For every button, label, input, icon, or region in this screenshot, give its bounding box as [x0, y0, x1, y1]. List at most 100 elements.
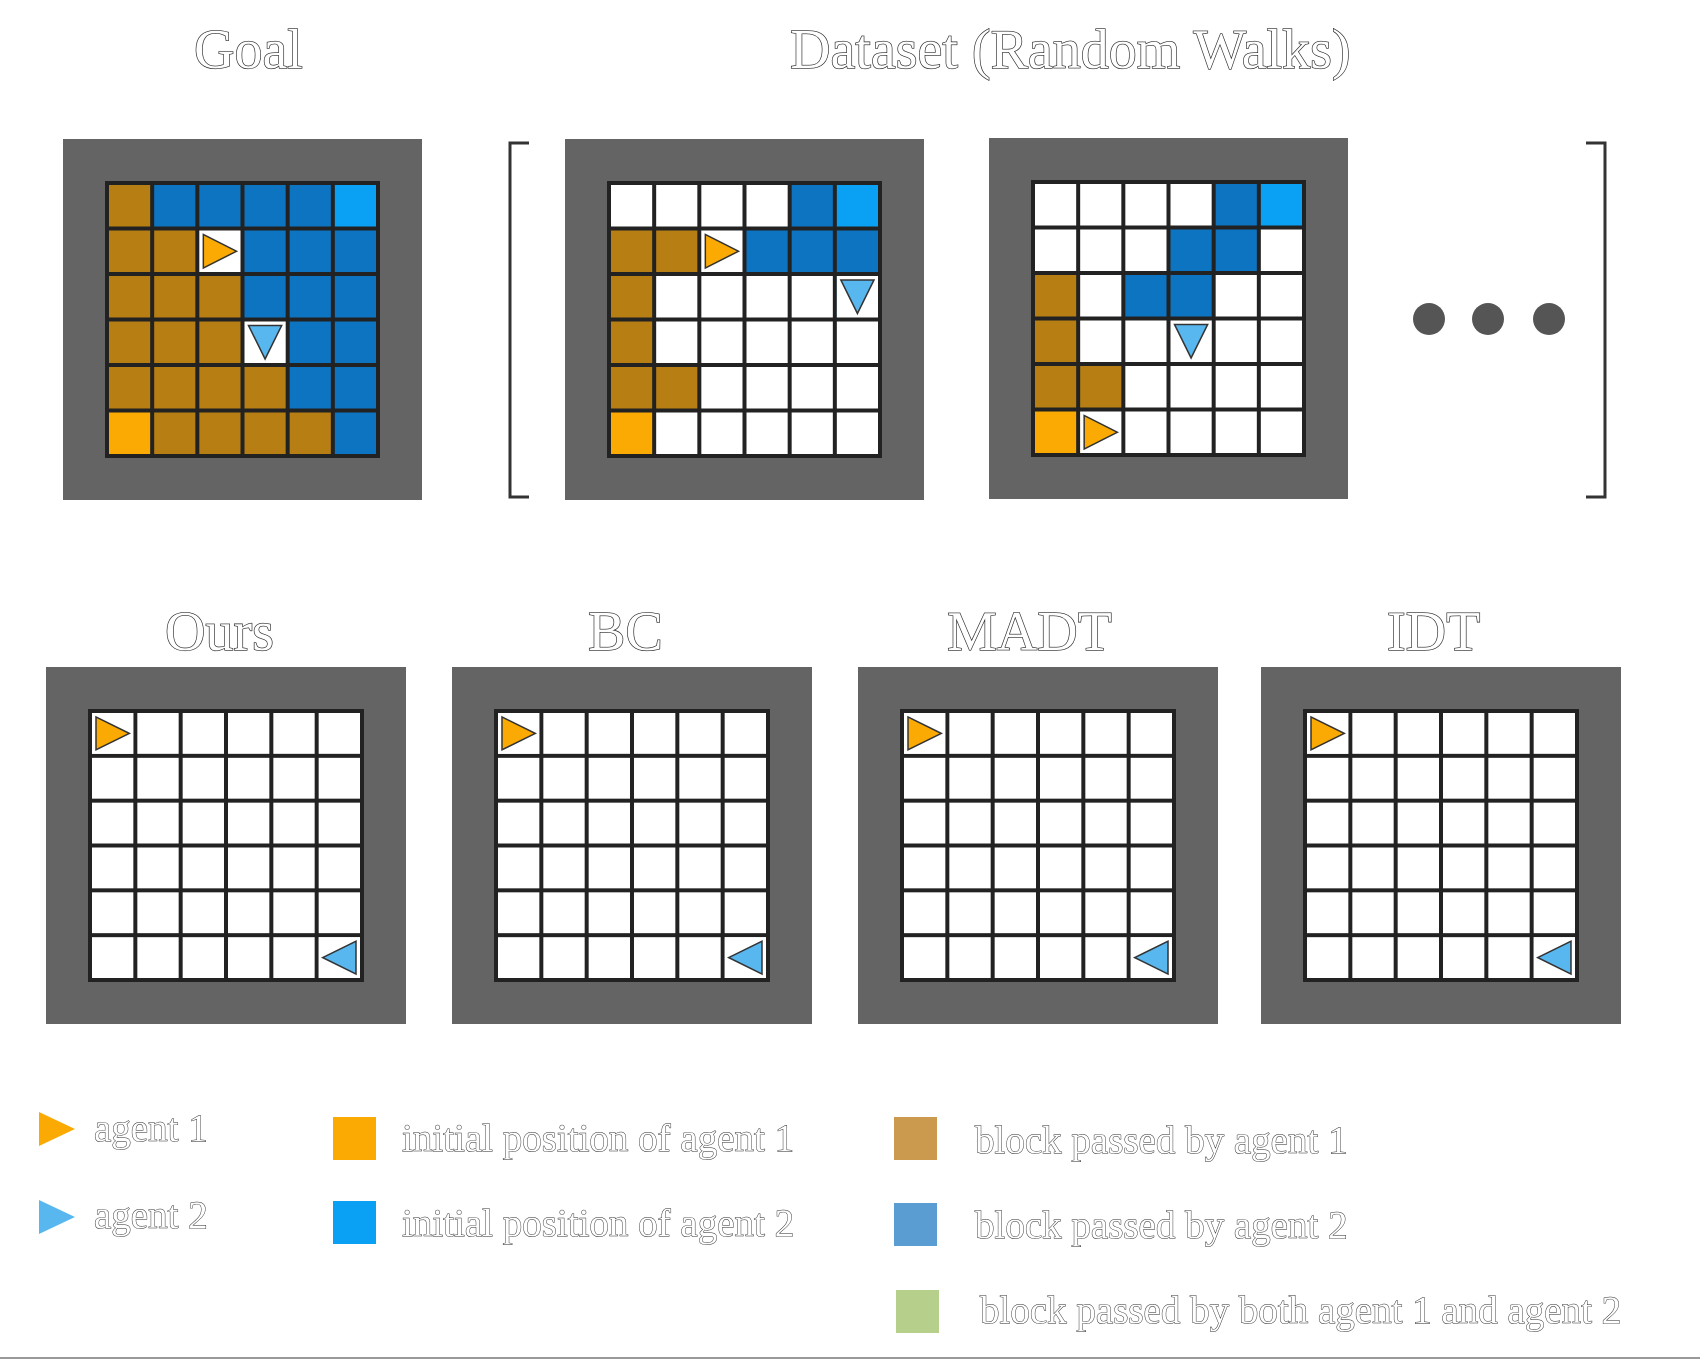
legend-init1-label: initial position of agent 1	[402, 1117, 795, 1161]
grid-cell	[1170, 184, 1212, 226]
grid-cell	[228, 937, 270, 978]
grid-cell	[701, 367, 743, 409]
grid-cell	[949, 713, 991, 754]
grid-cell	[498, 757, 540, 799]
grid-cell	[746, 321, 788, 363]
grid-cell	[791, 185, 833, 227]
grid-cell	[199, 367, 241, 409]
grid-cell	[244, 412, 286, 454]
agent1-icon	[501, 715, 538, 752]
grid-cell	[92, 937, 134, 978]
grid-cell	[1307, 802, 1349, 844]
grid-cell	[1040, 892, 1082, 934]
grid-cell	[1035, 320, 1077, 362]
grid-cell	[543, 713, 585, 754]
grid-cell	[1260, 366, 1302, 408]
agent1-icon	[1083, 414, 1119, 451]
grid-cell	[791, 321, 833, 363]
grid-cell	[1125, 184, 1167, 226]
grid-cell	[1130, 757, 1172, 799]
grid-cell	[92, 757, 134, 799]
grid-goal	[63, 139, 422, 500]
grid-cell	[1397, 802, 1439, 844]
grid-cell	[137, 713, 179, 754]
grid-cell	[588, 713, 630, 754]
grid-cell	[109, 412, 151, 454]
grid-cell	[137, 847, 179, 889]
grid-cell	[1040, 757, 1082, 799]
grid-cell	[1040, 937, 1082, 978]
grid-cell	[994, 802, 1036, 844]
grid-cell	[611, 367, 653, 409]
grid-lines	[494, 709, 770, 982]
grid-cell	[92, 847, 134, 889]
grid-cell	[656, 185, 698, 227]
title-bc: BC	[587, 600, 663, 663]
grid-cell	[1215, 184, 1257, 226]
agent2-icon	[1535, 939, 1572, 976]
grid-cell	[724, 892, 766, 934]
agent1-icon	[907, 715, 944, 752]
grid-cell	[656, 230, 698, 272]
grid-cell	[1397, 847, 1439, 889]
grid-cell	[994, 847, 1036, 889]
grid-cell	[949, 892, 991, 934]
grid-cell	[1307, 757, 1349, 799]
grid-cell	[994, 713, 1036, 754]
title-dataset: Dataset (Random Walks)	[789, 18, 1351, 81]
grid-cell	[588, 892, 630, 934]
grid-cell	[1488, 892, 1530, 934]
grid-cell	[92, 892, 134, 934]
agent2-icon	[247, 324, 283, 361]
grid-cell	[273, 713, 315, 754]
grid-cell	[656, 276, 698, 318]
grid-cell	[904, 937, 946, 978]
grid-cell	[334, 321, 376, 363]
grid-cell	[543, 937, 585, 978]
grid-idt	[1261, 667, 1621, 1024]
grid-cell	[1170, 275, 1212, 317]
grid-lines	[105, 181, 380, 458]
grid-cell	[1488, 713, 1530, 754]
grid-cell	[1533, 713, 1575, 754]
grid-cell	[1130, 847, 1172, 889]
grid-cell	[273, 802, 315, 844]
grid-cell	[746, 367, 788, 409]
grid-cell	[1397, 757, 1439, 799]
grid-cell	[1260, 184, 1302, 226]
grid-cell	[836, 185, 878, 227]
grid-cell	[1443, 937, 1485, 978]
grid-cell	[791, 412, 833, 454]
grid-cell	[1443, 713, 1485, 754]
grid-cell	[154, 276, 196, 318]
grid-cell	[289, 185, 331, 227]
title-madt: MADT	[946, 600, 1112, 663]
legend-init2-label: initial position of agent 2	[402, 1202, 795, 1246]
grid-cell	[334, 185, 376, 227]
grid-cell	[746, 412, 788, 454]
grid-cell	[1130, 713, 1172, 754]
grid-cell	[228, 892, 270, 934]
grid-cell	[137, 937, 179, 978]
grid-cell	[154, 367, 196, 409]
grid-cell	[228, 802, 270, 844]
grid-cell	[199, 412, 241, 454]
grid-cell	[1125, 229, 1167, 271]
grid-cell	[109, 367, 151, 409]
grid-lines	[1303, 709, 1579, 982]
grid-cell	[1130, 892, 1172, 934]
grid-cell	[334, 230, 376, 272]
grid-cell	[1533, 892, 1575, 934]
grid-cell	[1035, 275, 1077, 317]
grid-cell	[1080, 366, 1122, 408]
legend-pass2-swatch	[894, 1203, 937, 1246]
grid-cell	[498, 802, 540, 844]
grid-cell	[1080, 184, 1122, 226]
grid-lines	[900, 709, 1176, 982]
grid-cell	[1307, 892, 1349, 934]
grid-cell	[289, 230, 331, 272]
grid-cell	[543, 847, 585, 889]
grid-bc	[452, 667, 812, 1024]
grid-cell	[1040, 802, 1082, 844]
grid-cell	[228, 847, 270, 889]
